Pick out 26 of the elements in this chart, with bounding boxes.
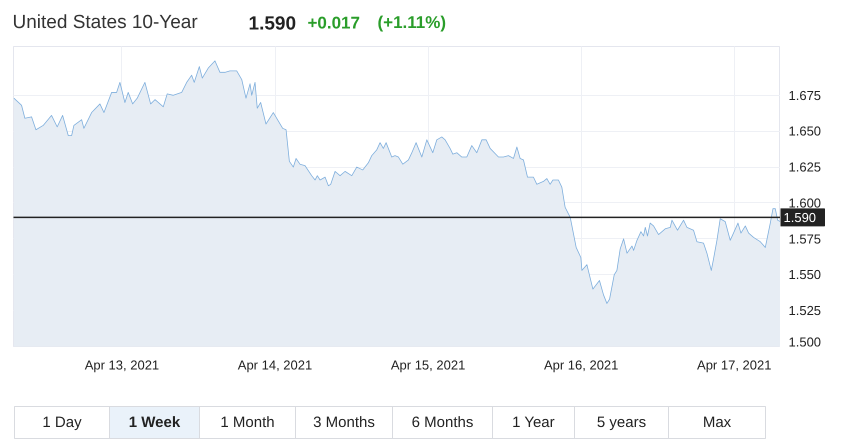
y-tick-label: 1.525 bbox=[788, 303, 822, 318]
text: 1 Day bbox=[42, 414, 82, 431]
text: 1 Month bbox=[220, 414, 275, 431]
x-tick-label: Apr 13, 2021 bbox=[84, 358, 160, 372]
text: +0.017 bbox=[308, 14, 360, 32]
y-tick-label: 1.500 bbox=[788, 334, 822, 350]
text: 5 years bbox=[596, 414, 646, 431]
x-tick-label: Apr 14, 2021 bbox=[238, 358, 312, 372]
text: (+1.11%) bbox=[378, 13, 446, 32]
x-tick-label: Apr 17, 2021 bbox=[697, 358, 772, 372]
text: Max bbox=[702, 414, 732, 431]
text: 1.590 bbox=[248, 14, 296, 34]
y-tick-label: 1.575 bbox=[788, 231, 822, 246]
y-tick-label: 1.675 bbox=[788, 88, 822, 103]
text: 1 Year bbox=[512, 414, 555, 431]
x-tick-label: Apr 15, 2021 bbox=[390, 358, 466, 372]
y-tick-label: 1.625 bbox=[788, 160, 822, 175]
x-tick-label: Apr 16, 2021 bbox=[544, 358, 618, 372]
chart-title: United States 10-Year bbox=[12, 12, 198, 33]
text: 1 Week bbox=[128, 414, 181, 431]
ref-line-label: 1.590 bbox=[784, 210, 816, 225]
text: 6 Months bbox=[412, 414, 474, 431]
y-tick-label: 1.650 bbox=[788, 124, 822, 139]
y-tick-label: 1.550 bbox=[788, 267, 822, 282]
y-tick-label: 1.600 bbox=[788, 195, 822, 210]
text: 3 Months bbox=[313, 414, 375, 431]
